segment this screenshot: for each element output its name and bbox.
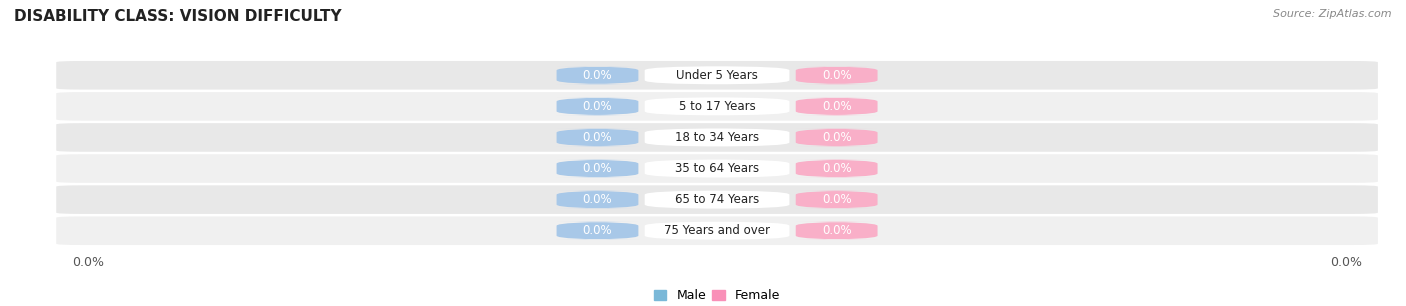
Text: 0.0%: 0.0% — [582, 100, 612, 113]
Text: 0.0%: 0.0% — [582, 131, 612, 144]
Text: 35 to 64 Years: 35 to 64 Years — [675, 162, 759, 175]
Text: 0.0%: 0.0% — [823, 69, 852, 82]
Text: 0.0%: 0.0% — [823, 131, 852, 144]
Text: 75 Years and over: 75 Years and over — [664, 224, 770, 237]
FancyBboxPatch shape — [645, 129, 789, 147]
Text: 0.0%: 0.0% — [582, 193, 612, 206]
FancyBboxPatch shape — [557, 159, 638, 177]
FancyBboxPatch shape — [557, 66, 638, 84]
FancyBboxPatch shape — [645, 191, 789, 209]
Text: 0.0%: 0.0% — [823, 100, 852, 113]
Text: 0.0%: 0.0% — [823, 193, 852, 206]
FancyBboxPatch shape — [645, 97, 789, 115]
Text: 65 to 74 Years: 65 to 74 Years — [675, 193, 759, 206]
FancyBboxPatch shape — [557, 222, 638, 240]
Text: 18 to 34 Years: 18 to 34 Years — [675, 131, 759, 144]
FancyBboxPatch shape — [56, 154, 1378, 183]
FancyBboxPatch shape — [645, 222, 789, 240]
FancyBboxPatch shape — [796, 97, 877, 115]
Text: Under 5 Years: Under 5 Years — [676, 69, 758, 82]
FancyBboxPatch shape — [796, 191, 877, 209]
FancyBboxPatch shape — [56, 61, 1378, 90]
FancyBboxPatch shape — [645, 159, 789, 177]
FancyBboxPatch shape — [796, 129, 877, 147]
FancyBboxPatch shape — [796, 222, 877, 240]
Text: 0.0%: 0.0% — [823, 224, 852, 237]
Text: 5 to 17 Years: 5 to 17 Years — [679, 100, 755, 113]
FancyBboxPatch shape — [56, 92, 1378, 121]
FancyBboxPatch shape — [645, 66, 789, 84]
Text: DISABILITY CLASS: VISION DIFFICULTY: DISABILITY CLASS: VISION DIFFICULTY — [14, 9, 342, 24]
FancyBboxPatch shape — [56, 185, 1378, 214]
Text: 0.0%: 0.0% — [582, 162, 612, 175]
FancyBboxPatch shape — [796, 66, 877, 84]
Text: 0.0%: 0.0% — [582, 69, 612, 82]
FancyBboxPatch shape — [56, 216, 1378, 245]
FancyBboxPatch shape — [557, 129, 638, 147]
Text: 0.0%: 0.0% — [582, 224, 612, 237]
Text: 0.0%: 0.0% — [823, 162, 852, 175]
FancyBboxPatch shape — [796, 159, 877, 177]
FancyBboxPatch shape — [557, 97, 638, 115]
Text: Source: ZipAtlas.com: Source: ZipAtlas.com — [1274, 9, 1392, 19]
FancyBboxPatch shape — [557, 191, 638, 209]
Legend: Male, Female: Male, Female — [650, 284, 785, 306]
FancyBboxPatch shape — [56, 123, 1378, 152]
